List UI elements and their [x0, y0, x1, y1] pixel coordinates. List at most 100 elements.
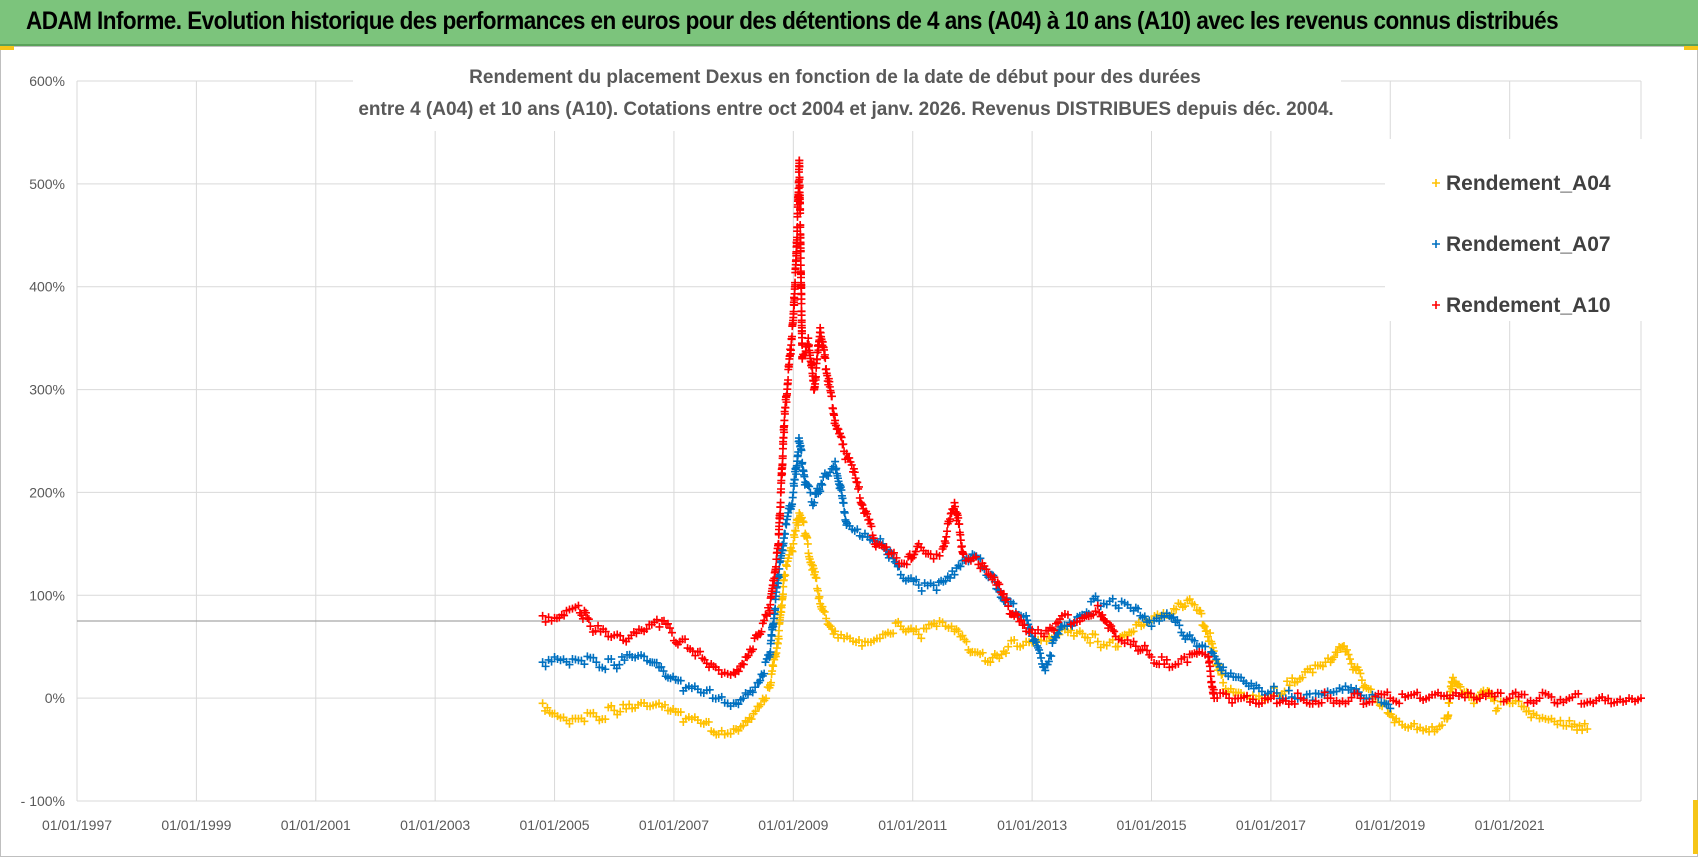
data-point [798, 341, 807, 350]
data-point [1298, 673, 1307, 682]
data-point [1105, 620, 1114, 629]
data-point [1456, 682, 1465, 691]
data-point [889, 548, 898, 557]
data-point [1037, 653, 1046, 662]
data-point [791, 526, 800, 535]
data-point [774, 540, 783, 549]
data-point [1200, 622, 1209, 631]
data-point [1219, 678, 1228, 687]
data-point [714, 665, 723, 674]
data-point [1284, 686, 1293, 695]
data-point [1366, 685, 1375, 694]
data-point [803, 481, 812, 490]
data-point [743, 653, 752, 662]
data-point [1524, 707, 1533, 716]
data-point [857, 499, 866, 508]
data-point [1044, 657, 1053, 666]
data-point [1395, 699, 1404, 708]
axis-labels-layer: - 100% 0% 100% 200% 300% 400% 500% 600% 01/01/19… [21, 73, 1545, 833]
data-point [855, 482, 863, 491]
data-point [995, 580, 1004, 589]
data-point [824, 472, 833, 481]
data-point [882, 543, 891, 552]
chart-area: - 100% 0% 100% 200% 300% 400% 500% 600% 01/01/19… [0, 46, 1698, 857]
data-point [1093, 637, 1102, 646]
data-point [749, 645, 758, 654]
data-point [822, 614, 831, 623]
data-point [1009, 599, 1018, 608]
data-point [1505, 694, 1514, 703]
data-point [839, 499, 848, 508]
data-point [640, 652, 649, 661]
data-point [584, 615, 593, 624]
data-point [681, 635, 690, 644]
data-point [943, 527, 952, 536]
series-Rendement_A10 [538, 156, 1645, 709]
data-point [739, 694, 748, 703]
data-point [929, 581, 938, 590]
data-point [1604, 694, 1613, 703]
data-point [717, 692, 726, 701]
data-point [601, 665, 610, 674]
legend-background [1385, 139, 1645, 321]
data-point [1356, 669, 1365, 678]
data-point [1493, 704, 1502, 713]
data-point [1162, 655, 1171, 664]
data-point [830, 411, 839, 420]
chart-title-line-1: Rendement du placement Dexus en fonction… [469, 67, 1201, 88]
data-point [1520, 702, 1528, 711]
x-tick-label: 01/01/2011 [878, 817, 947, 833]
data-point [962, 637, 971, 646]
data-point [922, 624, 931, 633]
data-point [796, 209, 805, 218]
data-point [589, 653, 598, 662]
data-point [929, 554, 938, 563]
data-point [956, 562, 965, 571]
x-tick-label: 01/01/2015 [1116, 817, 1186, 833]
data-point [1547, 692, 1556, 701]
data-point [978, 648, 987, 657]
data-point [1206, 629, 1215, 638]
data-point [1269, 692, 1278, 701]
data-point [1123, 635, 1132, 644]
data-point [1190, 600, 1199, 609]
data-point [583, 613, 592, 622]
data-point [592, 658, 601, 667]
data-point [819, 606, 828, 615]
data-point [771, 562, 780, 571]
y-tick-label: 300% [29, 382, 65, 398]
data-point [1209, 685, 1218, 694]
data-point [1448, 673, 1457, 682]
data-point [1466, 689, 1475, 698]
data-point [547, 657, 556, 666]
data-point [1083, 633, 1092, 642]
data-point [774, 573, 783, 582]
data-point [734, 667, 743, 676]
data-point [655, 622, 664, 631]
y-tick-label: 200% [29, 484, 65, 500]
data-point [1293, 689, 1302, 698]
data-point [581, 608, 590, 617]
data-point [1183, 658, 1192, 667]
data-point [956, 536, 965, 545]
data-point [796, 254, 805, 263]
x-tick-label: 01/01/2005 [520, 817, 590, 833]
data-point [761, 610, 770, 619]
y-tick-label: 0% [45, 690, 65, 706]
data-point [1280, 687, 1289, 696]
data-point [1222, 690, 1231, 699]
data-point [676, 676, 685, 685]
data-point [820, 345, 829, 354]
data-point [1129, 637, 1138, 646]
data-point [1318, 662, 1327, 671]
data-point [1428, 722, 1437, 731]
data-point [1444, 711, 1453, 720]
data-point [804, 334, 813, 343]
legend-marker [1432, 179, 1440, 187]
data-point [1347, 693, 1356, 702]
data-point [1637, 694, 1645, 703]
data-point [1011, 609, 1020, 618]
data-point [1040, 632, 1049, 641]
data-point [789, 539, 798, 548]
data-point [955, 520, 964, 529]
